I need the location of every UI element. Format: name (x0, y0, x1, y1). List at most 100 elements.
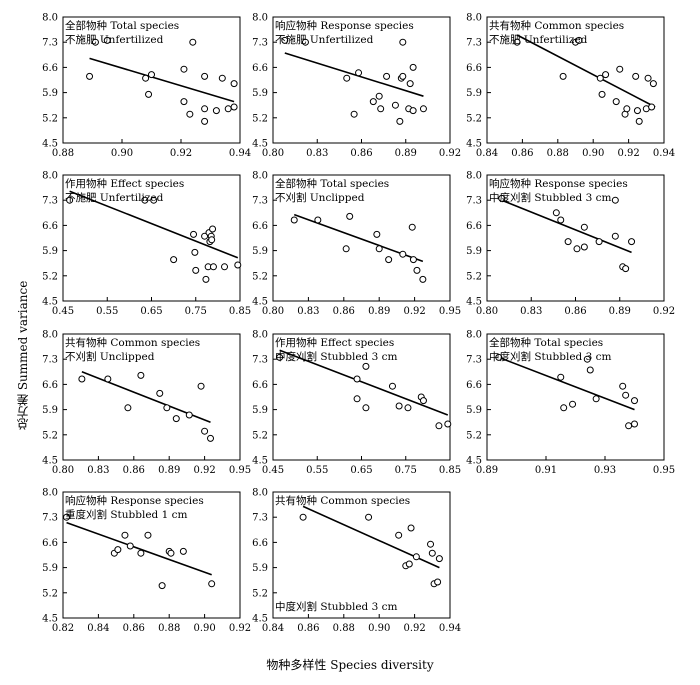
data-point (63, 513, 71, 521)
y-tick-label: 7.3 (252, 38, 268, 49)
data-point (144, 531, 152, 539)
y-tick-label: 4.5 (42, 297, 58, 308)
data-point (342, 245, 350, 253)
x-tick-label: 0.88 (52, 148, 74, 159)
data-point (172, 415, 180, 423)
panel-subtitle: 中度刈割 Stubbled 3 cm (489, 350, 611, 363)
x-tick-label: 0.84 (87, 623, 109, 634)
panel-subtitle: 中度刈割 Stubbled 3 cm (275, 350, 397, 363)
scatter-panel-11: 4.5 5.2 5.9 6.6 7.3 8.0 0.84 0.86 0.88 0.90 0.92 0.… (252, 488, 461, 635)
y-tick-label: 8.0 (252, 13, 268, 24)
data-point (412, 553, 420, 561)
data-point (369, 98, 377, 106)
x-tick-label: 0.84 (476, 148, 498, 159)
data-point (557, 216, 565, 224)
regression-line (516, 34, 656, 108)
plot-frame (486, 333, 665, 461)
data-point (230, 80, 238, 88)
data-point (569, 400, 577, 408)
x-tick-label: 0.86 (123, 623, 145, 634)
x-tick-label: 0.80 (476, 306, 498, 317)
x-tick-label: 0.92 (403, 623, 425, 634)
x-tick-label: 0.80 (262, 306, 284, 317)
x-tick-label: 0.85 (439, 465, 461, 476)
data-point (299, 513, 307, 521)
regression-line (279, 349, 449, 416)
x-tick-label: 0.90 (193, 623, 215, 634)
panel-title: 全部物种 Total species (489, 336, 603, 349)
data-point (201, 427, 209, 435)
y-tick-label: 4.5 (466, 456, 482, 467)
y-tick-label: 5.2 (466, 113, 482, 124)
x-tick-label: 0.92 (229, 623, 251, 634)
data-point (209, 225, 217, 233)
data-point (406, 80, 414, 88)
data-point (350, 110, 358, 118)
data-point (612, 98, 620, 106)
y-axis-label: 总方差 Summed variance (16, 280, 30, 430)
y-tick-label: 8.0 (466, 171, 482, 182)
y-tick-label: 6.6 (466, 63, 482, 74)
data-point (197, 382, 205, 390)
panel-title: 全部物种 Total species (275, 177, 389, 190)
x-tick-label: 0.92 (617, 148, 639, 159)
data-point (362, 404, 370, 412)
data-point (495, 353, 503, 361)
data-point (170, 256, 178, 264)
regression-line (89, 57, 235, 103)
panel-title: 全部物种 Total species (65, 19, 179, 32)
y-tick-label: 6.6 (252, 538, 268, 549)
y-tick-label: 5.9 (252, 405, 268, 416)
y-tick-label: 5.9 (252, 563, 268, 574)
data-point (373, 230, 381, 238)
regression-line (501, 199, 632, 254)
y-tick-label: 8.0 (466, 330, 482, 341)
data-point (137, 371, 145, 379)
x-tick-label: 0.89 (609, 306, 631, 317)
data-point (396, 117, 404, 125)
y-tick-label: 5.2 (252, 588, 268, 599)
y-tick-label: 8.0 (252, 330, 268, 341)
x-tick-label: 0.89 (476, 465, 498, 476)
y-tick-label: 6.6 (42, 380, 58, 391)
data-point (66, 196, 74, 204)
scatter-panel-7: 4.5 5.2 5.9 6.6 7.3 8.0 0.80 0.83 0.86 0.89 0.92 0.… (42, 330, 251, 477)
data-point (234, 261, 242, 269)
data-point (557, 373, 565, 381)
data-point (399, 38, 407, 46)
data-point (362, 362, 370, 370)
y-tick-label: 7.3 (252, 196, 268, 207)
data-point (201, 232, 209, 240)
panel-subtitle: 不施肥 Unfertilized (65, 33, 164, 46)
x-axis-label: 物种多样性 Species diversity (266, 658, 434, 672)
data-point (290, 216, 298, 224)
y-tick-label: 5.9 (466, 405, 482, 416)
data-point (103, 36, 111, 44)
data-point (622, 391, 630, 399)
x-tick-label: 0.94 (439, 623, 461, 634)
x-tick-label: 0.94 (229, 148, 251, 159)
data-point (314, 216, 322, 224)
data-point (301, 38, 309, 46)
data-point (592, 395, 600, 403)
data-point (586, 366, 594, 374)
data-point (355, 69, 363, 77)
data-point (208, 580, 216, 588)
y-tick-label: 5.9 (42, 563, 58, 574)
scatter-panel-6: 4.5 5.2 5.9 6.6 7.3 8.0 0.80 0.83 0.86 0.89 0.92 响应… (466, 171, 675, 318)
data-point (602, 71, 610, 79)
y-tick-label: 5.2 (466, 271, 482, 282)
data-point (631, 420, 638, 428)
data-point (611, 196, 619, 204)
data-point (141, 196, 149, 204)
data-point (622, 265, 630, 273)
x-tick-label: 0.45 (52, 306, 74, 317)
data-point (201, 72, 209, 80)
data-point (201, 117, 209, 125)
y-tick-label: 8.0 (466, 13, 482, 24)
y-tick-label: 8.0 (42, 13, 58, 24)
x-tick-label: 0.90 (582, 148, 604, 159)
data-point (391, 101, 399, 109)
panel-title: 共有物种 Common species (489, 19, 624, 32)
panel-subtitle: 不施肥 Unfertilized (65, 191, 164, 204)
